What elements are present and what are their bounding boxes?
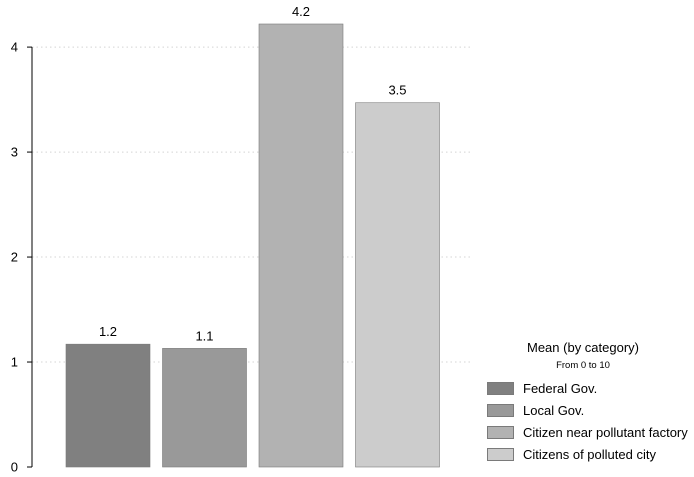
legend: Mean (by category) From 0 to 10 Federal … <box>478 340 694 465</box>
legend-item-citizens-polluted-city: Citizens of polluted city <box>478 443 694 465</box>
legend-item-local-gov: Local Gov. <box>478 399 694 421</box>
y-axis-ticks: 0 1 2 3 4 <box>11 40 32 475</box>
y-tick-label: 2 <box>11 250 18 265</box>
legend-swatch <box>487 447 514 461</box>
data-label: 1.2 <box>99 324 117 339</box>
legend-item-citizen-near-factory: Citizen near pollutant factory <box>478 421 694 443</box>
legend-swatch <box>487 381 514 395</box>
bar-2 <box>162 348 247 468</box>
legend-label: Citizen near pollutant factory <box>523 424 688 440</box>
legend-label: Citizens of polluted city <box>523 446 656 462</box>
legend-item-federal-gov: Federal Gov. <box>478 377 694 399</box>
legend-label: Federal Gov. <box>523 380 598 396</box>
legend-swatch <box>487 403 514 417</box>
y-tick-label: 1 <box>11 355 18 370</box>
legend-label: Local Gov. <box>523 402 585 418</box>
bar-4 <box>355 102 440 468</box>
y-tick-label: 4 <box>11 40 18 55</box>
y-tick-label: 3 <box>11 145 18 160</box>
data-label: 4.2 <box>292 4 310 19</box>
bar-3 <box>258 23 344 468</box>
bar-1 <box>65 343 151 468</box>
legend-items: Federal Gov. Local Gov. Citizen near pol… <box>478 377 694 465</box>
data-labels: 1.2 1.1 4.2 3.5 <box>99 4 407 343</box>
legend-swatch <box>487 425 514 439</box>
legend-title: Mean (by category) <box>527 340 639 355</box>
data-label: 3.5 <box>388 83 406 98</box>
bars <box>65 23 440 468</box>
y-tick-label: 0 <box>11 460 18 475</box>
legend-subtitle: From 0 to 10 <box>556 360 610 371</box>
data-label: 1.1 <box>195 328 213 343</box>
